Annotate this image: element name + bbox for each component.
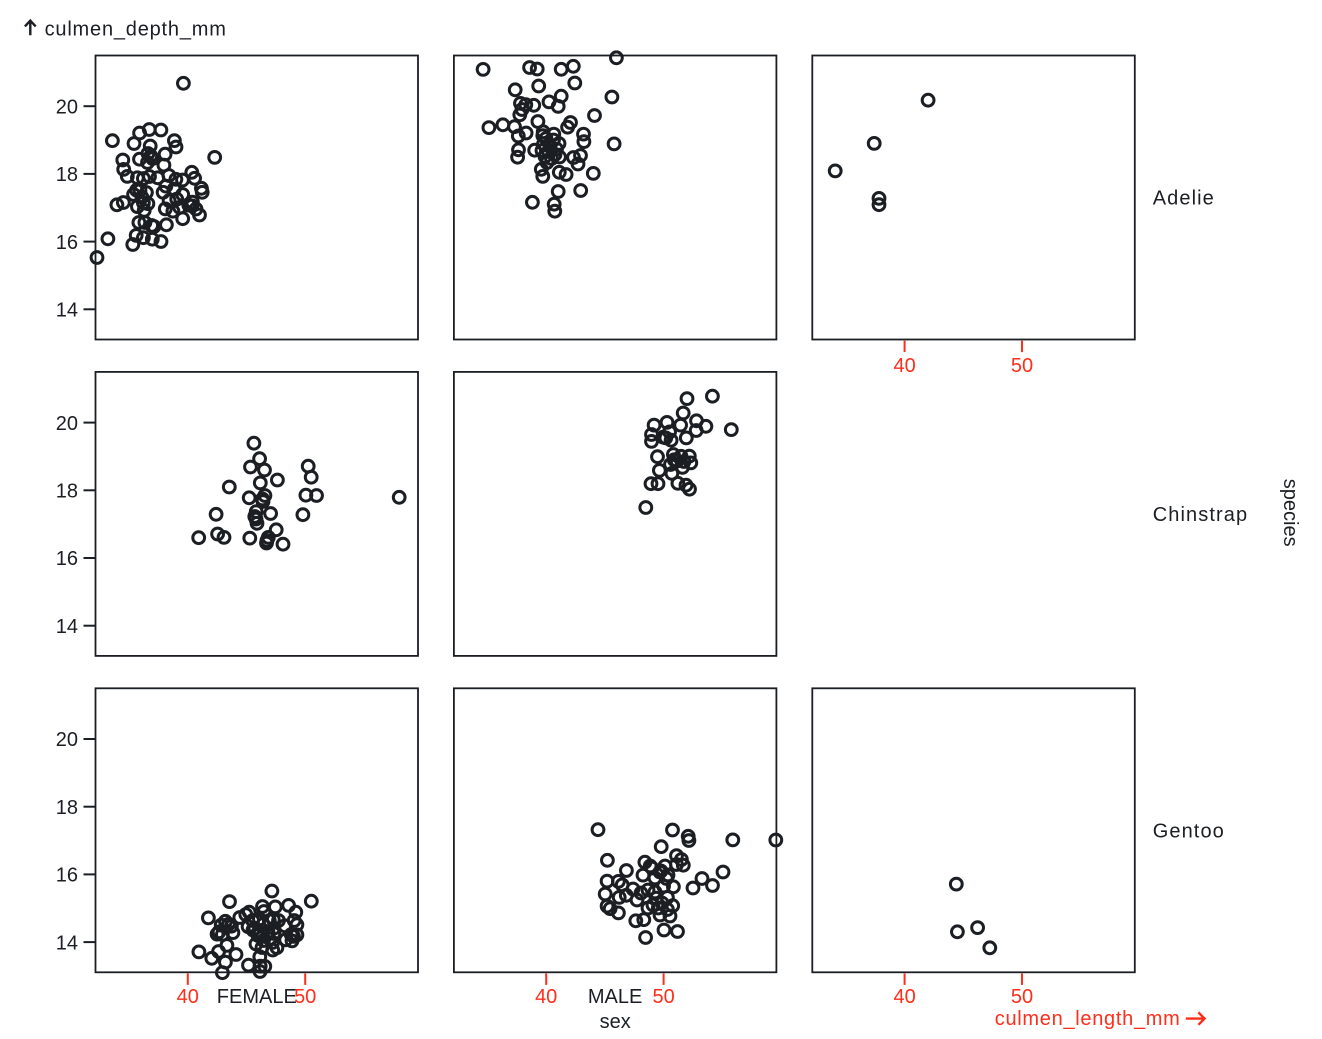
svg-text:16: 16 xyxy=(56,548,78,570)
svg-text:20: 20 xyxy=(56,729,78,751)
svg-text:50: 50 xyxy=(1011,986,1033,1008)
svg-text:culmen_length_mm: culmen_length_mm xyxy=(995,1008,1181,1030)
svg-text:FEMALE: FEMALE xyxy=(217,986,297,1008)
svg-text:culmen_depth_mm: culmen_depth_mm xyxy=(45,19,227,41)
svg-text:18: 18 xyxy=(56,164,78,186)
svg-text:MALE: MALE xyxy=(588,986,642,1008)
svg-text:40: 40 xyxy=(893,986,915,1008)
svg-text:Chinstrap: Chinstrap xyxy=(1153,504,1249,526)
svg-text:sex: sex xyxy=(600,1011,631,1033)
svg-text:Adelie: Adelie xyxy=(1153,188,1215,210)
svg-text:20: 20 xyxy=(56,96,78,118)
svg-text:40: 40 xyxy=(177,986,199,1008)
svg-text:40: 40 xyxy=(893,355,915,377)
svg-text:50: 50 xyxy=(1011,355,1033,377)
svg-text:16: 16 xyxy=(56,232,78,254)
svg-text:50: 50 xyxy=(652,986,674,1008)
svg-text:Gentoo: Gentoo xyxy=(1153,821,1225,843)
svg-text:18: 18 xyxy=(56,797,78,819)
svg-text:18: 18 xyxy=(56,481,78,503)
svg-text:50: 50 xyxy=(294,986,316,1008)
svg-text:16: 16 xyxy=(56,865,78,887)
svg-text:14: 14 xyxy=(56,300,78,322)
svg-text:species: species xyxy=(1279,479,1301,547)
svg-text:14: 14 xyxy=(56,932,78,954)
svg-text:40: 40 xyxy=(535,986,557,1008)
svg-text:14: 14 xyxy=(56,616,78,638)
svg-text:20: 20 xyxy=(56,413,78,435)
